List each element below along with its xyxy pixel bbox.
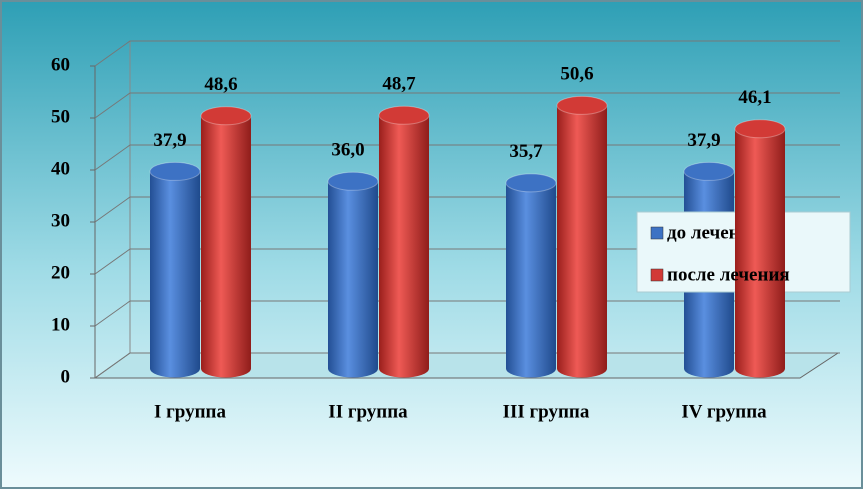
bar-top [327, 171, 379, 191]
legend-marker [650, 226, 664, 240]
y-tick-label: 30 [51, 210, 70, 231]
grid-line [94, 40, 840, 67]
cylinder [556, 95, 608, 378]
bar-top [556, 95, 608, 115]
value-label: 48,7 [382, 74, 416, 95]
y-tick-label: 0 [61, 366, 71, 387]
bar [379, 115, 429, 378]
bar-top [734, 119, 786, 139]
x-tick-label: II группа [328, 401, 408, 422]
legend-marker [650, 268, 664, 282]
bar-top [200, 106, 252, 126]
bar [150, 171, 200, 378]
bar [557, 105, 607, 378]
bar-top [149, 161, 201, 181]
cylinder [505, 173, 557, 378]
value-label: 35,7 [509, 141, 543, 162]
x-tick-label: IV группа [681, 401, 767, 422]
cylinder [200, 106, 252, 378]
cylinder [327, 171, 379, 378]
bar [506, 182, 556, 378]
bar-top [378, 105, 430, 125]
bar-top [505, 173, 557, 193]
cylinder [149, 161, 201, 378]
bar [735, 128, 785, 378]
bar [201, 115, 251, 378]
grid-line [94, 92, 840, 119]
y-tick-label: 50 [51, 106, 70, 127]
y-tick-label: 20 [51, 262, 70, 283]
value-label: 48,6 [204, 74, 237, 95]
x-tick-label: I группа [154, 401, 226, 422]
value-label: 37,9 [153, 130, 186, 151]
value-label: 36,0 [331, 140, 364, 161]
value-label: 37,9 [687, 130, 720, 151]
y-tick-label: 40 [51, 158, 70, 179]
y-tick-label: 10 [51, 314, 70, 335]
legend-label: после лечения [667, 264, 790, 285]
bar [328, 181, 378, 378]
value-label: 50,6 [560, 64, 593, 85]
cylinder [734, 119, 786, 378]
x-tick-label: III группа [503, 401, 590, 422]
value-label: 46,1 [738, 87, 771, 108]
y-tick-label: 60 [51, 54, 70, 75]
bar-top [683, 161, 735, 181]
cylinder [378, 105, 430, 378]
